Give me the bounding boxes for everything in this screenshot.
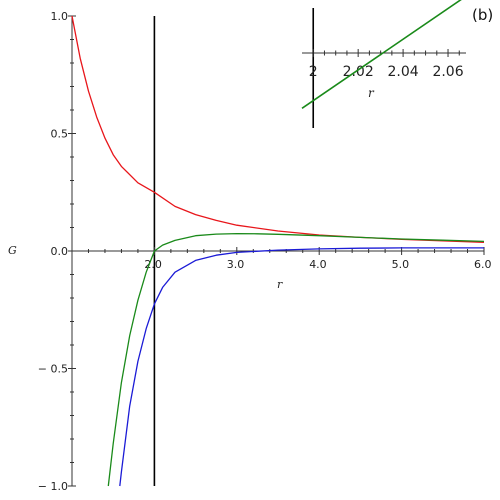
- inset-ticks: 2 2.02 2.04 2.06: [309, 49, 464, 80]
- x-tick-label: 5.0: [392, 258, 410, 271]
- x-axis-label: r: [277, 278, 283, 291]
- panel-label: (b): [472, 6, 493, 24]
- y-tick-label: − 0.5: [38, 363, 68, 376]
- inset-x-tick-label: 2.04: [388, 64, 419, 80]
- x-tick-label: 6.0: [474, 258, 492, 271]
- main-ticks: 2.0 3.0 4.0 5.0 6.0 1.0 0.5 0.0 − 0.5 − 1.0: [38, 10, 492, 493]
- y-tick-label: 1.0: [51, 10, 69, 23]
- inset-x-tick-label: 2: [309, 64, 318, 80]
- inset-x-axis-label: r: [368, 86, 375, 100]
- y-tick-label: − 1.0: [38, 480, 68, 493]
- inset-x-tick-label: 2.06: [432, 64, 463, 80]
- y-tick-label: 0.0: [51, 245, 69, 258]
- y-axis-label: G: [8, 244, 17, 257]
- main-axes: [71, 16, 484, 486]
- series-line-3: [119, 247, 484, 487]
- main-series: [71, 15, 485, 487]
- x-tick-label: 2.0: [144, 258, 162, 271]
- x-tick-label: 3.0: [227, 258, 245, 271]
- series-line-1: [71, 15, 485, 243]
- series-line-2: [107, 232, 485, 487]
- y-tick-label: 0.5: [51, 128, 69, 141]
- x-tick-label: 4.0: [309, 258, 327, 271]
- inset-series: [301, 0, 462, 109]
- inset-series-line-1: [301, 0, 462, 109]
